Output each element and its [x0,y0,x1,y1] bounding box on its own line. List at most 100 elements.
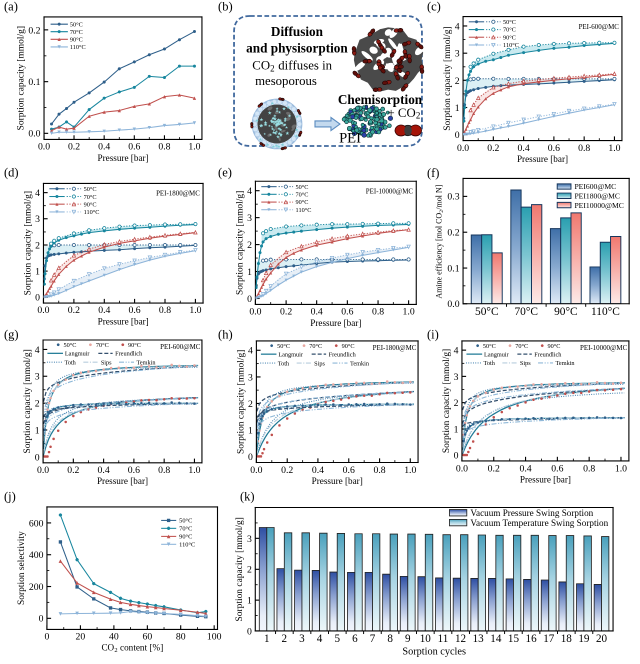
svg-text:(b): (b) [218,0,233,14]
svg-text:Temkin: Temkin [350,360,370,367]
svg-text:1: 1 [264,633,270,645]
svg-text:0.2: 0.2 [488,463,500,474]
svg-text:PEI-600@MC: PEI-600@MC [160,343,201,351]
svg-text:600: 600 [29,518,44,529]
svg-text:0.8: 0.8 [583,463,595,474]
svg-text:PEI-10000@MC: PEI-10000@MC [366,187,414,195]
svg-text:0.6: 0.6 [551,463,563,474]
svg-text:0.6: 0.6 [343,465,355,476]
svg-text:4: 4 [455,21,460,32]
svg-text:Toth: Toth [483,360,495,367]
svg-text:0.8: 0.8 [159,305,171,316]
svg-text:40: 40 [109,632,119,643]
svg-text:90°C: 90°C [503,34,516,41]
svg-text:0.2: 0.2 [487,143,499,154]
svg-text:(g): (g) [4,328,19,342]
svg-text:mesoporous: mesoporous [255,74,317,88]
svg-text:13: 13 [473,633,485,645]
svg-text:Sorption capacity [mmol/g]: Sorption capacity [mmol/g] [17,26,27,130]
svg-text:(j): (j) [4,490,16,504]
svg-text:20: 20 [596,633,608,645]
svg-text:Toth: Toth [64,359,76,366]
svg-text:1: 1 [35,266,40,277]
svg-text:Sorption capacity [mmol/g]: Sorption capacity [mmol/g] [442,349,452,453]
svg-text:90°C: 90°C [179,534,192,541]
svg-text:0: 0 [39,614,44,625]
svg-text:0.0: 0.0 [457,143,469,154]
svg-text:70°C: 70°C [309,343,322,350]
svg-text:0: 0 [247,626,252,637]
svg-text:11: 11 [438,633,449,645]
svg-text:4: 4 [247,186,252,197]
svg-text:1: 1 [35,425,40,436]
svg-text:0.2: 0.2 [68,305,80,316]
svg-text:Sorption cycles: Sorption cycles [402,646,466,657]
svg-text:3: 3 [248,372,253,383]
svg-text:Diffusion: Diffusion [271,24,324,39]
svg-text:Temkin: Temkin [137,359,157,366]
svg-text:(f): (f) [427,166,440,180]
svg-text:17: 17 [543,633,555,645]
svg-text:0.2: 0.2 [447,228,459,239]
svg-text:70°C: 70°C [70,29,83,36]
svg-text:Pressure [bar]: Pressure [bar] [312,476,363,486]
svg-text:90°C: 90°C [554,306,578,318]
svg-text:1.0: 1.0 [403,307,415,318]
svg-text:50°C: 50°C [475,306,499,318]
svg-text:C O c: C O c o n t e n t [ % ] 2 [101,631,168,656]
svg-text:110°C: 110°C [296,207,312,214]
svg-text:400: 400 [29,550,44,561]
svg-text:5: 5 [334,633,340,645]
svg-text:50°C: 50°C [179,518,192,525]
svg-text:110°C: 110°C [70,44,86,51]
svg-text:0.2: 0.2 [67,465,79,476]
svg-text:18: 18 [561,633,573,645]
svg-text:0.8: 0.8 [374,465,386,476]
svg-text:3: 3 [299,633,305,645]
svg-text:Vacuum Pressure Swing Sorption: Vacuum Pressure Swing Sorption [470,508,593,518]
svg-text:Pressure [bar]: Pressure [bar] [517,154,568,164]
svg-text:(h): (h) [218,328,233,342]
svg-text:Pressure [bar]: Pressure [bar] [97,476,148,486]
svg-text:2: 2 [248,399,253,410]
svg-text:and physisorption: and physisorption [246,41,348,56]
svg-text:1.0: 1.0 [615,463,627,474]
svg-text:70°C: 70°C [503,27,516,34]
svg-text:0.4: 0.4 [311,307,323,318]
svg-text:PEI-1800@MC: PEI-1800@MC [373,344,417,352]
svg-text:Toth: Toth [278,360,290,367]
svg-text:0.2: 0.2 [281,465,293,476]
svg-text:0.4: 0.4 [312,465,324,476]
svg-text:3: 3 [35,372,40,383]
svg-text:90°C: 90°C [84,201,97,208]
svg-text:0.0: 0.0 [38,142,50,153]
svg-text:Sips: Sips [101,359,112,366]
svg-text:1.0: 1.0 [188,465,200,476]
svg-text:Pressure [bar]: Pressure [bar] [310,318,361,328]
svg-text:70°C: 70°C [179,526,192,533]
svg-text:0.2: 0.2 [280,307,292,318]
svg-text:7: 7 [370,633,376,645]
svg-text:Sorption capacity [mmol/g]: Sorption capacity [mmol/g] [23,191,33,295]
svg-text:0.1: 0.1 [447,263,459,274]
svg-text:3: 3 [35,214,40,225]
svg-text:90°C: 90°C [342,343,355,350]
svg-text:1.0: 1.0 [188,142,200,153]
svg-text:Pressure [bar]: Pressure [bar] [98,316,149,326]
svg-text:4: 4 [454,346,459,357]
svg-text:10: 10 [420,633,432,645]
svg-text:0.4: 0.4 [518,143,530,154]
svg-text:0.2: 0.2 [28,25,40,36]
svg-text:4: 4 [35,345,40,356]
svg-text:Langmuir: Langmuir [484,351,510,358]
svg-text:15: 15 [508,633,520,645]
svg-text:0.4: 0.4 [98,465,110,476]
svg-text:Freundlich: Freundlich [329,351,357,358]
svg-text:0: 0 [454,451,459,462]
svg-text:100: 100 [207,632,222,643]
svg-text:(d): (d) [4,166,19,180]
svg-text:PEI-1800@MC: PEI-1800@MC [156,190,200,198]
svg-text:0.8: 0.8 [158,465,170,476]
svg-text:0: 0 [35,452,40,463]
svg-text:110°C: 110°C [179,542,195,549]
